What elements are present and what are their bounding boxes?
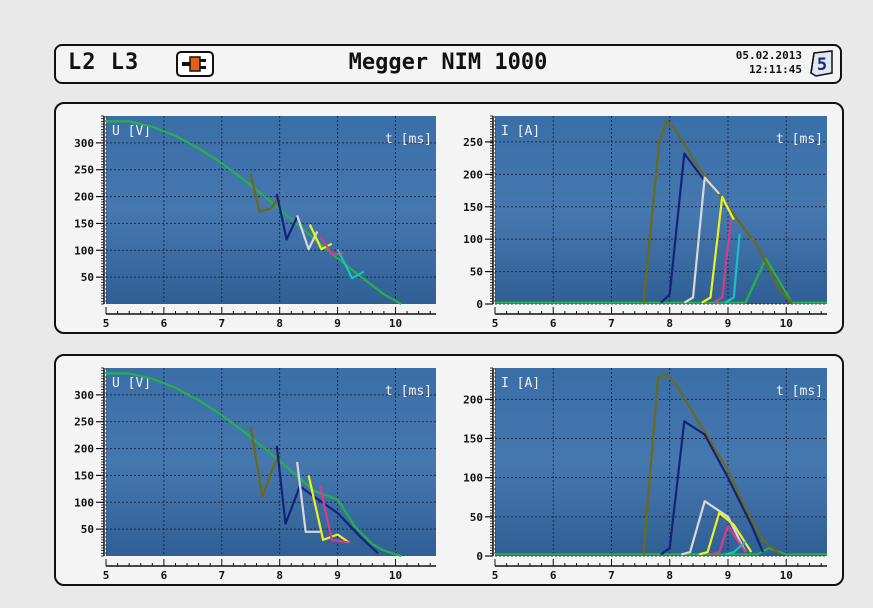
series-line-green (106, 372, 402, 558)
series-line-yellow (698, 511, 753, 556)
y-axis-label: U [V] (112, 124, 151, 139)
series-line-teal (336, 248, 365, 280)
plot-area (106, 368, 436, 556)
y-axis-label: U [V] (112, 376, 151, 391)
plot-area (106, 116, 436, 304)
x-tick-label: 5 (103, 569, 110, 582)
x-tick-label: 9 (334, 569, 341, 582)
y-axis-label: I [A] (501, 124, 540, 139)
y-tick-label: 150 (74, 217, 94, 230)
y-tick-label: 300 (74, 389, 94, 402)
series-line-olive (249, 173, 281, 213)
y-tick-label: 0 (476, 298, 483, 311)
y-tick-label: 200 (74, 191, 94, 204)
date-text: 05.02.2013 (735, 49, 802, 62)
series-line-green (495, 547, 827, 556)
series-line-yellow (308, 224, 333, 251)
series-line-olive (249, 426, 281, 498)
y-tick-label: 50 (470, 511, 483, 524)
y-tick-label: 300 (74, 137, 94, 150)
series-line-pink (712, 219, 732, 304)
series-line-navy (660, 152, 706, 304)
y-tick-label: 150 (463, 433, 483, 446)
header-bar: L2 L3 Megger NIM 1000 05.02.2013 12:11:4… (54, 44, 842, 84)
x-tick-label: 5 (103, 317, 110, 330)
x-tick-label: 7 (608, 317, 615, 330)
series-line-pink (319, 485, 350, 544)
x-tick-label: 6 (550, 317, 557, 330)
x-tick-label: 8 (666, 569, 673, 582)
x-axis-label: t [ms] (776, 384, 823, 399)
phase-label: L2 L3 (68, 50, 140, 75)
series-line-navy (275, 193, 299, 241)
series-line-white (681, 500, 747, 556)
series-line-yellow (701, 195, 735, 304)
series-line-white (296, 461, 321, 533)
voltage-chart-1: 5 6 7 8 9 10 50 100 150 200 250 300 U [V] t [ms] (74, 115, 436, 330)
y-tick-label: 50 (81, 271, 94, 284)
x-axis-label: t [ms] (385, 132, 432, 147)
x-tick-label: 6 (161, 317, 168, 330)
x-tick-label: 9 (334, 317, 341, 330)
y-tick-label: 200 (74, 443, 94, 456)
y-tick-label: 100 (74, 244, 94, 257)
y-axis-label: I [A] (501, 376, 540, 391)
x-tick-label: 7 (218, 569, 225, 582)
y-tick-label: 150 (74, 469, 94, 482)
x-tick-label: 7 (218, 317, 225, 330)
x-tick-label: 10 (389, 317, 402, 330)
x-tick-label: 5 (492, 569, 499, 582)
y-tick-label: 100 (463, 233, 483, 246)
x-tick-label: 7 (608, 569, 615, 582)
y-tick-label: 0 (476, 550, 483, 563)
y-tick-label: 200 (463, 393, 483, 406)
x-tick-label: 8 (666, 317, 673, 330)
y-tick-label: 200 (463, 168, 483, 181)
y-tick-label: 100 (463, 472, 483, 485)
series-line-teal (724, 541, 747, 556)
y-tick-label: 150 (463, 201, 483, 214)
y-tick-label: 100 (74, 496, 94, 509)
y-tick-label: 250 (463, 136, 483, 149)
y-tick-label: 250 (74, 416, 94, 429)
series-line-olive (642, 373, 782, 556)
y-tick-label: 250 (74, 164, 94, 177)
series-line-white (296, 215, 319, 251)
series-line-navy (660, 420, 764, 556)
x-tick-label: 6 (550, 569, 557, 582)
device-title: Megger NIM 1000 (348, 50, 548, 75)
x-tick-label: 9 (725, 569, 732, 582)
x-tick-label: 8 (276, 317, 283, 330)
x-tick-label: 9 (725, 317, 732, 330)
series-line-teal (724, 233, 741, 304)
datetime: 05.02.2013 12:11:45 (706, 49, 802, 77)
x-tick-label: 10 (780, 317, 793, 330)
x-tick-label: 10 (389, 569, 402, 582)
voltage-chart-2: 5 6 7 8 9 10 50 100 150 200 250 300 U [V] t [ms] (74, 367, 436, 582)
page-number-icon[interactable]: 5 (808, 49, 836, 79)
x-axis-label: t [ms] (776, 132, 823, 147)
page-number: 5 (817, 55, 827, 75)
x-tick-label: 6 (161, 569, 168, 582)
x-tick-label: 10 (780, 569, 793, 582)
x-axis-label: t [ms] (385, 384, 432, 399)
time-text: 12:11:45 (749, 63, 802, 76)
y-tick-label: 50 (470, 266, 483, 279)
plug-icon[interactable] (176, 51, 214, 77)
series-line-white (683, 176, 721, 304)
series-line-olive (642, 119, 793, 304)
series-line-pink (710, 525, 747, 556)
x-tick-label: 8 (276, 569, 283, 582)
series-line-green (106, 120, 402, 305)
x-tick-label: 5 (492, 317, 499, 330)
y-tick-label: 50 (81, 523, 94, 536)
